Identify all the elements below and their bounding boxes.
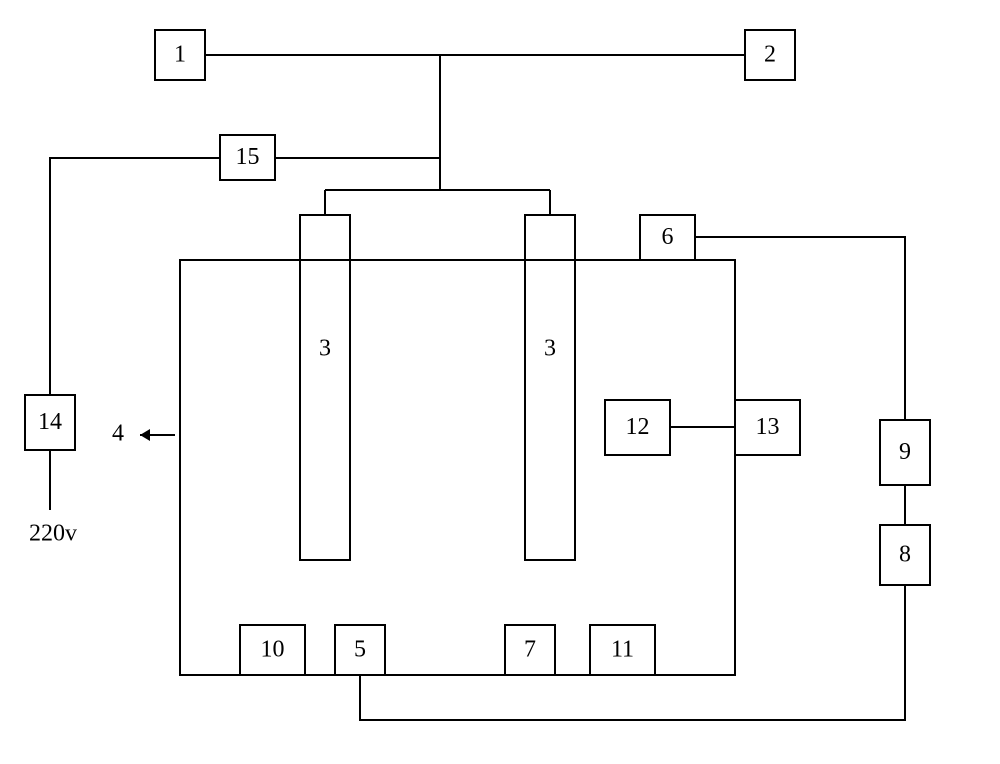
node-label-n6: 6	[662, 224, 674, 250]
node-label-n1: 1	[174, 42, 186, 68]
arrow-4-head	[140, 429, 150, 441]
node-label-n8: 8	[899, 542, 911, 568]
wire	[695, 237, 905, 420]
node-label-n15: 15	[236, 144, 260, 170]
node-label-n4: 4	[112, 421, 124, 447]
node-label-n10: 10	[261, 637, 285, 663]
node-label-n3b: 3	[544, 336, 556, 362]
node-n4	[180, 260, 735, 675]
node-n3a	[300, 215, 350, 560]
node-label-n11: 11	[611, 637, 634, 663]
node-label-n14: 14	[38, 409, 62, 435]
node-label-n7: 7	[524, 637, 536, 663]
node-label-n3a: 3	[319, 336, 331, 362]
label-v220: 220v	[29, 521, 77, 547]
node-label-n12: 12	[626, 414, 650, 440]
node-label-n13: 13	[756, 414, 780, 440]
node-label-n2: 2	[764, 42, 776, 68]
node-label-n9: 9	[899, 439, 911, 465]
wire	[50, 158, 220, 395]
node-label-n5: 5	[354, 637, 366, 663]
node-n3b	[525, 215, 575, 560]
